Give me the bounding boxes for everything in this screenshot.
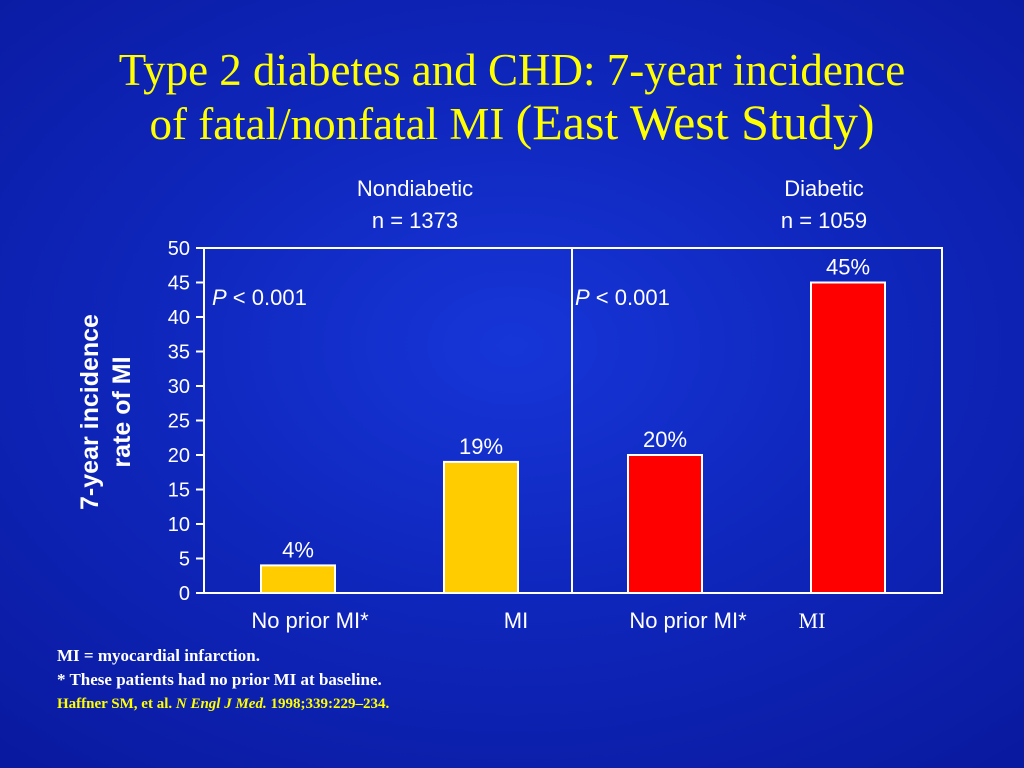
y-tick-label: 50	[168, 238, 190, 260]
title-line-2a: of fatal/nonfatal MI	[149, 99, 516, 149]
y-tick-label: 35	[168, 342, 190, 364]
footnote-asterisk: * These patients had no prior MI at base…	[57, 670, 382, 689]
title-line-2b: (East West Study)	[515, 94, 875, 150]
y-tick-label: 20	[168, 445, 190, 467]
bar-value-label: 4%	[282, 537, 314, 562]
citation-authors: Haffner SM, et al.	[57, 696, 176, 712]
group-n: n = 1059	[780, 208, 868, 233]
bar	[627, 454, 703, 594]
x-category-label: MI	[799, 608, 826, 633]
bar-value-label: 45%	[826, 255, 870, 280]
citation-details: 1998;339:229–234.	[266, 696, 390, 712]
x-category-label: MI	[504, 608, 528, 633]
group-n: n = 1373	[371, 208, 459, 233]
bar	[260, 564, 336, 595]
bar	[810, 281, 886, 594]
y-tick-label: 45	[168, 273, 190, 295]
y-tick-label: 0	[179, 583, 190, 605]
y-tick-label: 40	[168, 307, 190, 329]
x-category-label: No prior MI*	[251, 608, 369, 633]
citation-journal: N Engl J Med.	[175, 696, 267, 712]
footnote-abbreviation: MI = myocardial infarction.	[57, 646, 260, 665]
citation: Haffner SM, et al. N Engl J Med. 1998;33…	[57, 692, 389, 716]
p-value-annotation: P < 0.001	[575, 285, 670, 310]
x-category-label: No prior MI*	[629, 608, 747, 633]
group-header-nondiabetic: Nondiabetic n = 1373	[285, 173, 545, 237]
bar	[443, 460, 519, 594]
y-tick-label: 15	[168, 480, 190, 502]
title-line-1: Type 2 diabetes and CHD: 7-year incidenc…	[118, 45, 906, 95]
group-name: Nondiabetic	[356, 176, 474, 201]
y-tick-label: 10	[168, 514, 190, 536]
p-value-annotation: P < 0.001	[212, 285, 307, 310]
group-name: Diabetic	[784, 176, 864, 201]
bar-value-label: 20%	[643, 427, 687, 452]
y-tick-label: 30	[168, 376, 190, 398]
footnotes: MI = myocardial infarction. * These pati…	[57, 644, 389, 716]
bar-value-label: 19%	[459, 434, 503, 459]
group-header-diabetic: Diabetic n = 1059	[694, 173, 954, 237]
y-tick-label: 25	[168, 411, 190, 433]
slide-title: Type 2 diabetes and CHD: 7-year incidenc…	[0, 44, 1024, 150]
y-tick-label: 5	[179, 549, 190, 571]
